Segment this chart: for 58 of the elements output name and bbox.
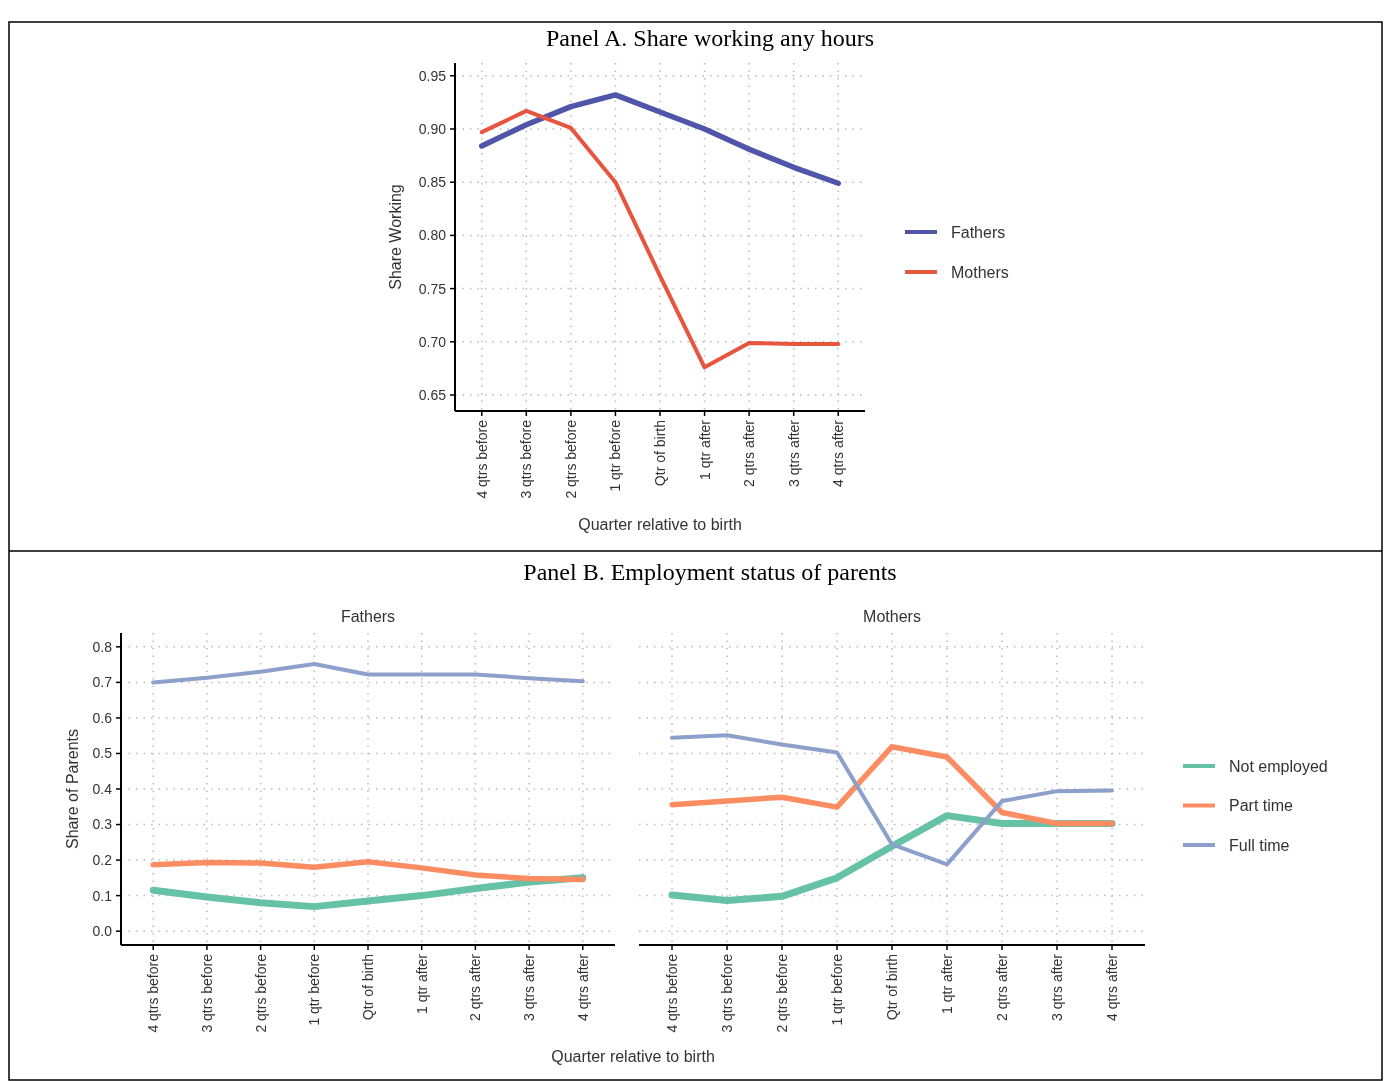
y-axis-title: Share of Parents: [64, 728, 81, 850]
y-tick-label: 0.7: [92, 674, 113, 691]
x-tick-label: 2 qtrs after: [994, 953, 1010, 1021]
y-tick-label: 0.1: [92, 887, 113, 904]
x-tick-label: Qtr of birth: [360, 954, 376, 1021]
x-tick-label: Qtr of birth: [884, 954, 900, 1021]
x-tick-label: 2 qtrs before: [774, 953, 790, 1033]
legend-label: Part time: [1229, 797, 1294, 815]
y-tick-label: 0.4: [92, 780, 113, 797]
y-tick-label: 0.3: [92, 816, 113, 833]
y-tick-label: 0.65: [418, 386, 447, 403]
x-tick-label: 4 qtrs before: [473, 419, 490, 499]
x-tick-label: 4 qtrs after: [830, 419, 847, 487]
legend-label: Fathers: [951, 223, 1006, 241]
x-tick-label: 4 qtrs after: [1104, 953, 1120, 1021]
text: Panel B. Employment status of parents: [523, 559, 897, 585]
y-tick-label: 0.90: [418, 120, 447, 137]
x-tick-label: 3 qtrs before: [719, 953, 735, 1033]
x-tick-label: 1 qtr before: [306, 953, 323, 1026]
x-tick-label: 4 qtrs before: [664, 953, 680, 1033]
x-tick-label: 2 qtrs after: [741, 419, 758, 487]
x-tick-label: 4 qtrs after: [574, 953, 591, 1021]
x-tick-label: 1 qtr before: [607, 419, 624, 492]
x-tick-label: 4 qtrs before: [145, 953, 162, 1033]
chart-subtitle: Mothers: [863, 608, 921, 625]
legend-label: Mothers: [951, 263, 1009, 281]
x-tick-label: 3 qtrs after: [785, 419, 802, 487]
x-tick-label: 2 qtrs before: [562, 419, 579, 499]
y-tick-label: 0.80: [418, 227, 447, 244]
x-axis-title: Quarter relative to birth: [578, 516, 742, 533]
x-tick-label: 3 qtrs after: [1049, 953, 1065, 1021]
x-tick-label: 1 qtr after: [413, 953, 430, 1014]
legend-label: Not employed: [1229, 757, 1328, 775]
x-tick-label: 2 qtrs after: [467, 953, 484, 1021]
x-tick-label: Qtr of birth: [652, 420, 668, 487]
x-tick-label: 1 qtr after: [939, 953, 955, 1014]
y-tick-label: 0.0: [92, 923, 113, 940]
y-tick-label: 0.70: [418, 333, 447, 350]
legend-label: Full time: [1229, 836, 1290, 854]
y-axis-title: Share Working: [387, 184, 404, 290]
y-tick-label: 0.2: [92, 851, 113, 868]
x-tick-label: 1 qtr before: [829, 953, 845, 1026]
line-series: [151, 661, 585, 685]
y-tick-label: 0.6: [92, 709, 113, 726]
y-tick-label: 0.75: [418, 280, 447, 297]
x-tick-label: 1 qtr after: [696, 419, 713, 480]
y-tick-label: 0.85: [418, 174, 447, 191]
y-tick-label: 0.5: [92, 745, 113, 762]
chart-title: Panel A. Share working any hours: [546, 25, 874, 51]
y-tick-label: 0.95: [418, 67, 447, 84]
chart-subtitle: Fathers: [340, 608, 396, 625]
line-series: [479, 108, 841, 370]
x-tick-label: 3 qtrs before: [518, 419, 535, 499]
x-axis-title: Quarter relative to birth: [551, 1048, 715, 1065]
x-tick-label: 2 qtrs before: [252, 953, 269, 1033]
y-tick-label: 0.8: [92, 638, 113, 655]
x-tick-label: 3 qtrs before: [198, 953, 215, 1033]
x-tick-label: 3 qtrs after: [521, 953, 538, 1021]
